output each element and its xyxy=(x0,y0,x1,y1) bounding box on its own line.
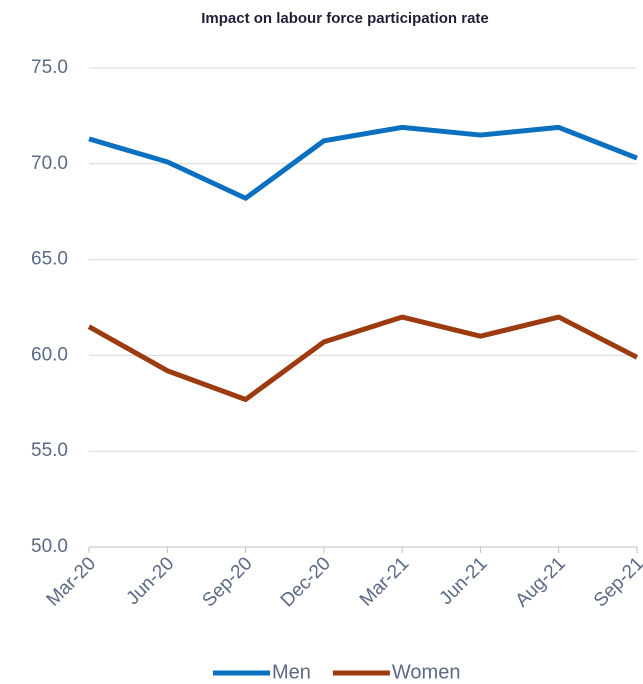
x-tick-label: Mar-20 xyxy=(43,553,100,610)
line-series xyxy=(88,124,638,201)
chart-title: Impact on labour force participation rat… xyxy=(201,10,489,27)
x-tick-label: Jun-20 xyxy=(122,553,178,609)
x-tick-label: Jun-21 xyxy=(436,553,492,609)
x-tick-label: Dec-20 xyxy=(277,553,335,611)
legend-label: Men xyxy=(272,661,311,683)
x-tick-label: Sep-21 xyxy=(590,553,643,611)
y-tick-label: 65.0 xyxy=(31,249,68,270)
y-tick-label: 75.0 xyxy=(31,57,68,78)
y-tick-label: 60.0 xyxy=(31,344,68,365)
line-series xyxy=(87,314,639,402)
x-tick-label: Mar-21 xyxy=(356,553,413,610)
y-tick-label: 50.0 xyxy=(31,536,68,557)
y-tick-label: 70.0 xyxy=(31,153,68,174)
y-tick-label: 55.0 xyxy=(31,440,68,461)
x-tick-label: Aug-21 xyxy=(512,553,570,611)
legend-label: Women xyxy=(392,661,461,683)
x-tick-label: Sep-20 xyxy=(198,553,256,611)
